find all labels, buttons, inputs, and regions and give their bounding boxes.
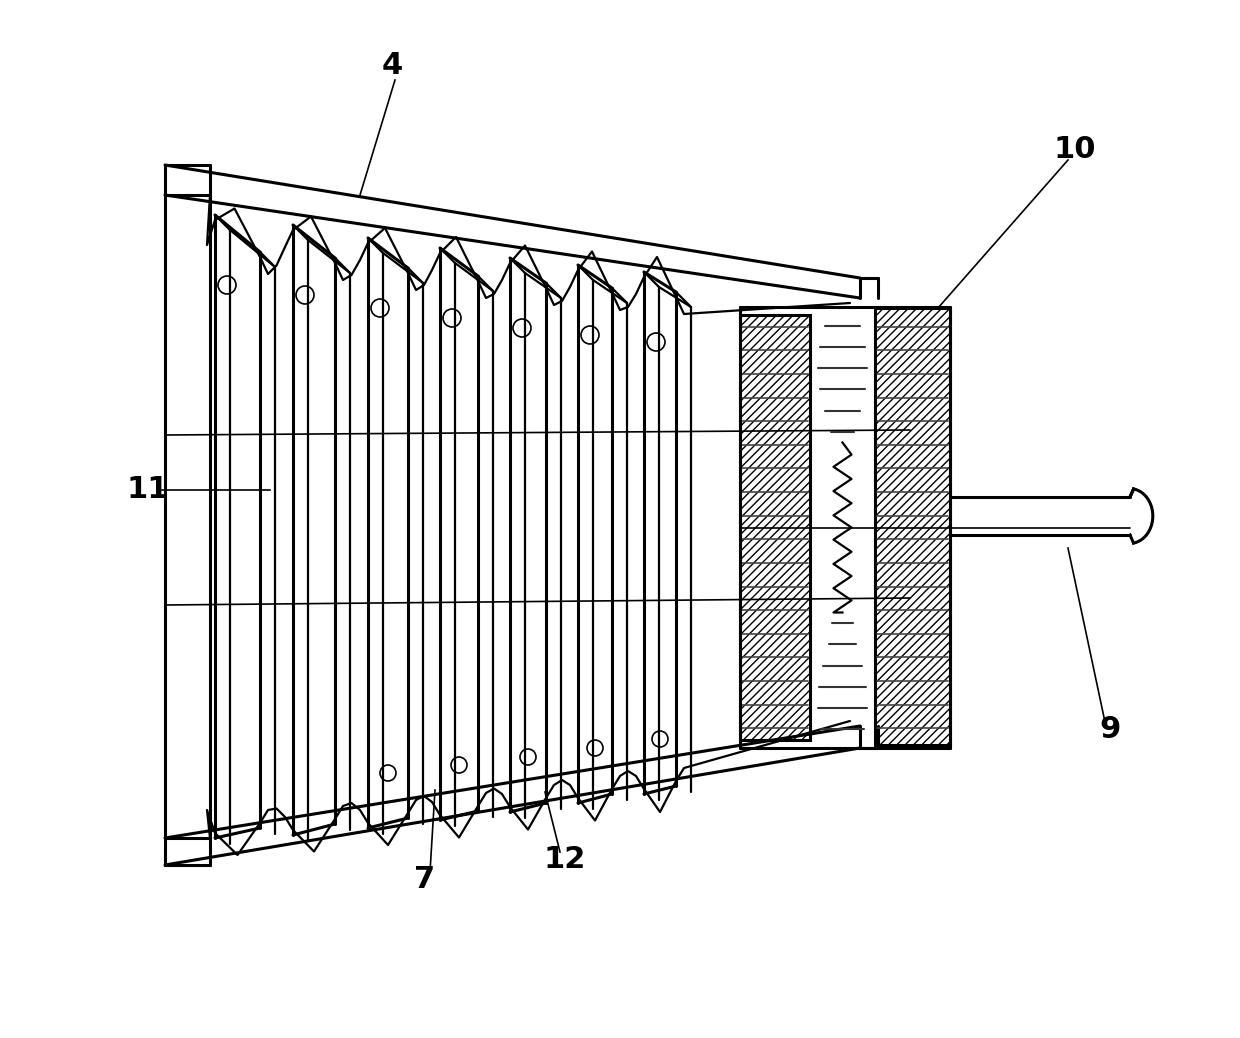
Bar: [740, 315, 810, 740]
Text: 7: 7: [414, 866, 435, 895]
Text: 4: 4: [382, 51, 403, 80]
Text: 10: 10: [1054, 136, 1096, 164]
Text: 12: 12: [544, 846, 587, 874]
Text: 11: 11: [126, 475, 169, 504]
Text: 9: 9: [1100, 715, 1121, 744]
Bar: [875, 308, 950, 745]
